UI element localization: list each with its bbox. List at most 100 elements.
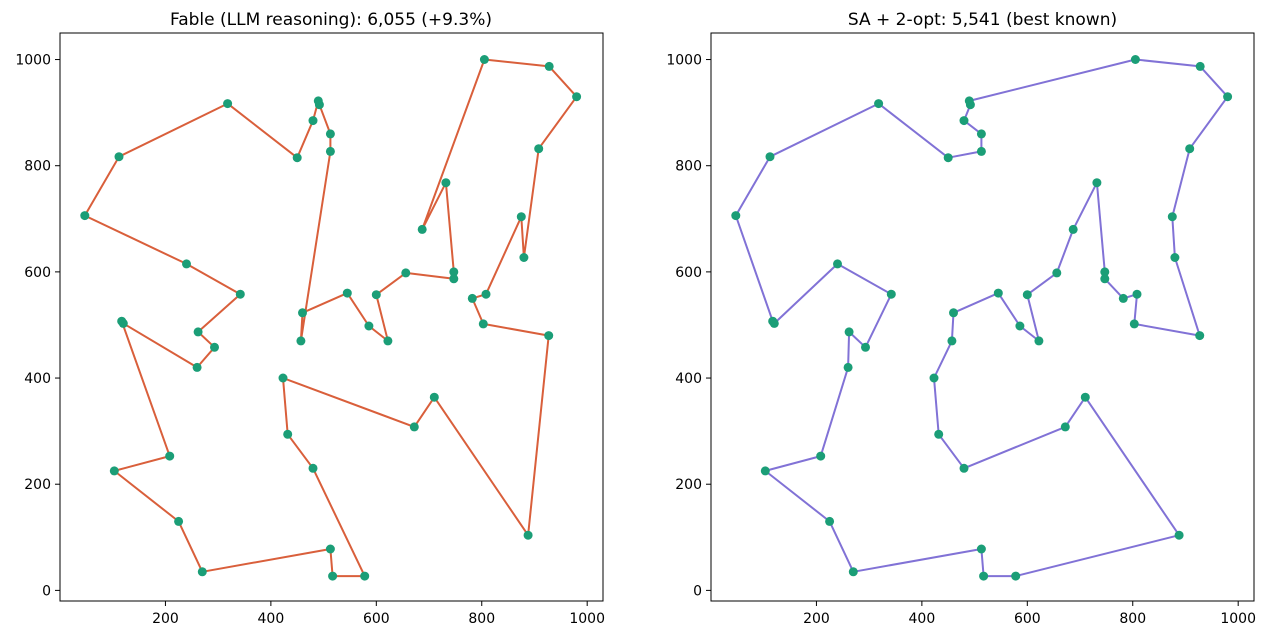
right-city-point	[1092, 178, 1102, 188]
right-city-point	[844, 327, 854, 337]
right-city-point	[886, 289, 896, 299]
right-y-tick-label: 0	[693, 583, 702, 599]
right-y-tick-label: 400	[675, 371, 702, 387]
right-city-point	[1174, 530, 1184, 540]
right-y-tick-label: 600	[675, 265, 702, 281]
right-city-point	[874, 99, 884, 109]
left-city-point	[325, 146, 335, 156]
right-y-tick-label: 200	[675, 477, 702, 493]
right-city-point	[760, 466, 770, 476]
right-x-tick-label: 1000	[1220, 611, 1256, 627]
left-city-point	[429, 392, 439, 402]
left-city-point	[296, 336, 306, 346]
left-city-point	[278, 373, 288, 383]
right-city-point	[731, 211, 741, 221]
left-city-point	[328, 571, 338, 581]
left-city-point	[360, 571, 370, 581]
left-city-point	[364, 321, 374, 331]
left-city-point	[479, 55, 489, 64]
left-city-point	[417, 224, 427, 234]
left-city-point	[449, 274, 459, 284]
left-city-point	[165, 451, 175, 461]
left-city-point	[409, 422, 419, 432]
right-city-point	[1011, 571, 1021, 581]
right-city-point	[1100, 274, 1110, 284]
left-y-tick-label: 800	[24, 159, 51, 175]
right-city-point	[1195, 61, 1205, 71]
left-y-tick-label: 600	[24, 265, 51, 281]
right-city-point	[976, 146, 986, 156]
right-y-tick-label: 800	[675, 159, 702, 175]
left-city-point	[174, 516, 184, 526]
right-city-point	[825, 516, 835, 526]
right-x-tick-label: 800	[1119, 611, 1146, 627]
left-y-tick-label: 1000	[15, 53, 51, 69]
right-city-point	[843, 362, 853, 372]
left-axes-frame	[59, 32, 604, 602]
right-city-point	[1034, 336, 1044, 346]
left-y-tick-label: 400	[24, 371, 51, 387]
left-city-point	[572, 92, 582, 102]
right-x-tick-label: 600	[1014, 611, 1041, 627]
right-city-point	[1060, 422, 1070, 432]
right-city-point	[1068, 224, 1078, 234]
left-x-tick-label: 200	[152, 611, 179, 627]
left-x-tick-label: 600	[363, 611, 390, 627]
left-panel-title: Fable (LLM reasoning): 6,055 (+9.3%)	[170, 10, 492, 30]
left-city-point	[342, 288, 352, 298]
left-city-point	[292, 153, 302, 163]
right-city-point	[768, 316, 778, 326]
left-city-point	[308, 463, 318, 473]
right-panel-sa-2opt: SA + 2-opt: 5,541 (best known) 200 400 600…	[666, 10, 1256, 627]
left-city-point	[467, 293, 477, 303]
right-city-point	[1015, 321, 1025, 331]
right-panel-title: SA + 2-opt: 5,541 (best known)	[848, 10, 1117, 30]
right-x-tick-label: 200	[803, 611, 830, 627]
left-city-point	[383, 336, 393, 346]
left-city-point	[544, 61, 554, 71]
left-city-point	[371, 290, 381, 300]
left-city-point	[80, 211, 90, 221]
right-city-point	[1170, 253, 1180, 262]
left-city-point	[544, 331, 554, 341]
right-city-point	[993, 288, 1003, 298]
right-city-point	[1100, 267, 1110, 277]
left-city-point	[478, 319, 488, 329]
right-city-point	[949, 308, 958, 318]
right-city-point	[979, 571, 989, 581]
right-city-point	[848, 567, 858, 577]
left-city-point	[401, 268, 411, 278]
left-y-tick-label: 0	[42, 583, 51, 599]
right-city-point	[1195, 331, 1205, 341]
right-city-point	[959, 463, 969, 473]
left-city-point	[308, 116, 318, 126]
right-city-point	[943, 153, 953, 163]
left-city-point	[192, 362, 202, 372]
left-city-point	[523, 530, 533, 540]
left-city-point	[210, 342, 219, 352]
right-city-point	[861, 342, 870, 352]
right-city-point	[929, 373, 939, 383]
left-city-point	[182, 259, 191, 269]
left-city-point	[193, 327, 203, 337]
left-city-point	[441, 178, 451, 188]
right-city-point	[1223, 92, 1233, 102]
left-city-point	[314, 100, 324, 110]
left-city-point	[481, 289, 491, 299]
left-city-point	[298, 308, 307, 318]
right-x-tick-label: 400	[909, 611, 936, 627]
right-city-point	[765, 152, 775, 162]
left-city-point	[283, 429, 293, 439]
left-city-point	[197, 567, 207, 577]
left-city-point	[235, 289, 245, 299]
left-y-tick-label: 200	[24, 477, 51, 493]
right-city-point	[959, 116, 969, 126]
left-city-point	[534, 144, 544, 154]
left-city-point	[325, 129, 335, 139]
right-city-point	[833, 259, 842, 269]
left-panel-fable: Fable (LLM reasoning): 6,055 (+9.3%) 200…	[15, 10, 605, 627]
left-city-point	[223, 99, 233, 109]
right-axes-frame	[710, 32, 1255, 602]
left-city-point	[449, 267, 459, 277]
